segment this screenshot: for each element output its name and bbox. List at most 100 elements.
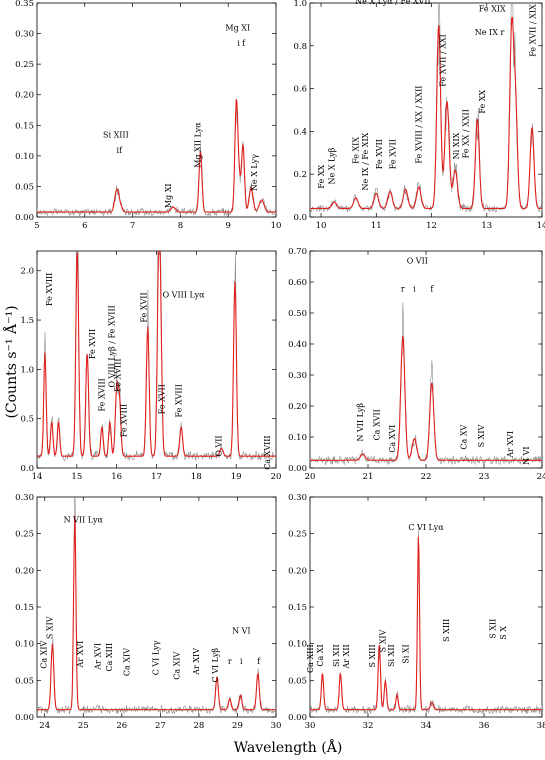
figure-xlabel: Wavelength (Å) [234,738,343,756]
model-spectrum [310,336,542,461]
line-label: Fe XVII [88,329,97,359]
line-label: r [401,284,405,293]
x-tick-label: 32 [363,721,374,731]
y-tick-label: 0.10 [288,433,307,443]
model-spectrum [310,536,542,711]
x-tick-label: 23 [479,472,490,482]
line-label: Fe XIX [479,5,506,14]
y-tick-label: 0.2 [293,170,307,180]
chart-panel-1: 5 6 7 8 9 10 0.00 0.05 0.10 0.15 0.20 0.25 0.30 0.35 S… [15,0,281,231]
x-tick-label: 15 [71,472,82,482]
line-label: Ar XVI [76,641,85,669]
line-label: S XII [489,619,498,639]
line-label: Ca XIII [105,643,114,672]
line-label: i [240,657,243,666]
x-tick-label: 20 [271,472,282,482]
model-spectrum [310,16,542,209]
line-label: Ca XIV [173,651,182,679]
line-label: S X [499,626,508,640]
y-tick-label: 0.6 [293,85,307,95]
line-label: Mg XII Lyα [193,122,202,168]
line-label: Ar XIV [192,648,201,676]
y-tick-label: 0.4 [293,127,307,137]
line-label: C VI Lyγ [151,640,160,675]
line-label: Fe XVII [375,139,384,169]
line-label: Ar XVI [94,643,103,671]
line-label: C VI Lyα [408,523,444,532]
x-tick-label: 13 [481,221,492,231]
y-tick-label: 0.20 [288,566,307,576]
line-label: Fe XX [478,90,487,114]
line-label: S XIV [45,616,54,639]
x-tick-label: 5 [34,221,39,231]
y-tick-label: 0.05 [288,676,307,686]
line-label: Fe XVIII [120,404,129,437]
chart-panel-4: 20 21 22 23 24 0.00 0.10 0.20 0.30 0.40 0.50 0.60 0.… [288,247,545,482]
y-tick-label: 0.00 [15,713,34,723]
x-tick-label: 7 [130,221,135,231]
y-tick-label: 0.00 [15,213,34,223]
x-tick-label: 11 [371,221,382,231]
y-tick-label: 0.25 [15,530,34,540]
y-tick-label: 0.25 [288,530,307,540]
line-label: O VII [407,256,428,265]
x-tick-label: 8 [178,221,183,231]
chart-panels: 5 6 7 8 9 10 0.00 0.05 0.10 0.15 0.20 0.25 0.30 0.35 S… [15,0,545,731]
line-label: S XIII [368,644,377,667]
observed-spectrum [37,251,276,462]
line-label: Si XIII [103,131,129,140]
y-tick-label: 0.35 [15,0,34,9]
line-label: Fe XIX [352,137,361,164]
y-tick-label: 0.10 [288,640,307,650]
line-label: N VII Lyβ [356,403,365,442]
y-tick-label: 2.0 [20,267,34,277]
y-tick-label: 0.15 [288,603,307,613]
line-label: Ar XII [342,644,351,669]
x-tick-label: 30 [305,721,316,731]
line-label: Si XII [387,644,396,667]
line-label: Si XI [402,644,411,663]
line-label: Fe XVIII [98,378,107,411]
x-tick-label: 10 [271,221,282,231]
y-tick-label: 0.05 [15,676,34,686]
plot-frame [36,2,277,218]
line-label: Ca XIV [123,648,132,676]
line-label: O VIII Lyβ / Fe XVIII [108,305,117,387]
y-tick-label: 1.0 [20,365,34,375]
line-label: Fe XVII [157,384,166,414]
line-label: Ca XVI [388,425,397,453]
line-label: N VI [522,446,531,464]
x-tick-label: 24 [39,721,50,731]
line-label: Fe XVII / XIX [528,4,537,57]
y-tick-label: 1.0 [293,0,307,9]
x-tick-label: 12 [426,221,437,231]
x-tick-label: 9 [225,221,230,231]
y-tick-label: 1.5 [20,316,34,326]
y-tick-label: 0.8 [293,42,307,52]
x-tick-label: 28 [193,721,204,731]
x-tick-label: 16 [111,472,122,482]
chart-panel-6: 30 32 34 36 38 0.00 0.05 0.10 0.15 0.20 0.25 0.30 Ca… [288,493,545,731]
y-tick-label: 0.20 [15,91,34,101]
y-tick-label: 0.20 [288,402,307,412]
y-tick-label: 0.20 [15,566,34,576]
model-spectrum [37,251,276,457]
x-tick-label: 20 [305,472,316,482]
line-label: Ca XIII [306,644,315,673]
chart-panel-5: 24 25 26 27 28 29 30 0.00 0.05 0.10 0.15 0.20 0.25 0.… [15,493,281,731]
line-label: Fe XVII [389,139,398,169]
line-label: i [237,39,240,48]
x-tick-label: 24 [537,472,545,482]
line-label: O VII [214,435,223,456]
line-label: Fe XVII [140,292,149,322]
line-label: Mg XI [164,183,173,208]
line-label: Ca XIV [40,640,49,668]
x-tick-label: 19 [231,472,242,482]
x-tick-label: 21 [363,472,374,482]
x-tick-label: 14 [32,472,43,482]
line-label: C VI Lyβ [211,648,220,683]
y-tick-label: 0.25 [15,60,34,70]
line-label: Mg XI [225,24,250,33]
plot-frame [309,2,543,218]
